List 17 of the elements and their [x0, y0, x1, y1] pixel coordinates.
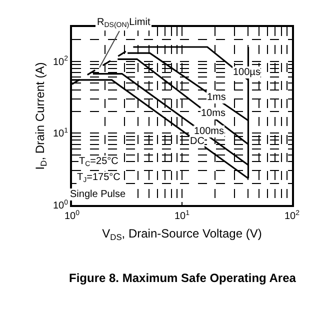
y-tick-label: 10$^{2}$ — [52, 56, 68, 68]
annotation: T$_{C}$=25°C — [79, 156, 118, 168]
text: R$_{DS(ON)}$Limit — [97, 17, 150, 30]
y-tick-label: 10$^{1}$ — [52, 127, 68, 140]
text: Figure 8. Maximum Safe Operating Area — [69, 271, 296, 285]
series-label: 1ms — [207, 92, 226, 103]
x-tick-label: 10$^{2}$ — [284, 210, 300, 222]
series-label: DC — [190, 136, 204, 147]
x-tick-label: 10$^{1}$ — [174, 210, 190, 222]
annotation: T$_{J}$=175°C — [77, 172, 120, 184]
series-label: 10ms — [201, 108, 226, 119]
x-axis-title: V$_{DS}$, Drain-Source Voltage (V) — [102, 226, 262, 242]
y-tick-label: 10$^{0}$ — [52, 199, 68, 212]
series-label: 100µs — [233, 67, 260, 78]
series-label: 100ms — [194, 126, 224, 137]
annotation: Single Pulse — [70, 189, 126, 200]
x-tick-label: 10$^{0}$ — [64, 210, 80, 222]
